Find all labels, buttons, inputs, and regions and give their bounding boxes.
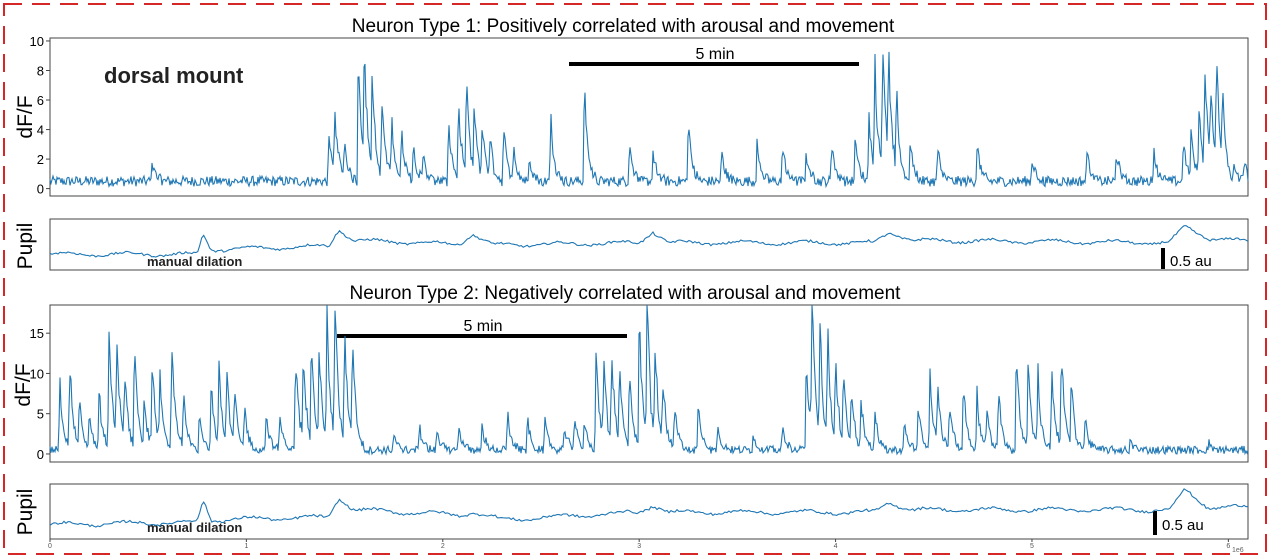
- panel-3-ylabel: dF/F: [12, 363, 35, 406]
- panel-1-scalebar-label: 5 min: [695, 46, 734, 63]
- panel-1-ytick-label: 4: [37, 123, 44, 138]
- panel-neuron-type-1: Neuron Type 1: Positively correlated wit…: [14, 16, 1249, 197]
- panel-3-scalebar-label: 5 min: [463, 318, 502, 335]
- panel-3-ytick-label: 15: [30, 326, 44, 341]
- panel-pupil-2: Pupil manual dilation 0.5 au 0 1 2 3 4 5 6 1e6: [14, 483, 1249, 554]
- panel-1-annotation: dorsal mount: [104, 63, 244, 88]
- panel-1-ylabel: dF/F: [14, 95, 37, 138]
- panel-3-ytick-label: 5: [37, 407, 44, 422]
- outer-dashed-border: [3, 3, 1267, 555]
- panel-1-title: Neuron Type 1: Positively correlated wit…: [352, 16, 895, 37]
- panel-pupil-1: Pupil manual dilation 0.5 au: [14, 218, 1249, 271]
- panel-1-plot-frame: [49, 37, 1249, 197]
- panel-3-title: Neuron Type 2: Negatively correlated wit…: [350, 283, 902, 304]
- panel-4-plot-frame: [49, 483, 1249, 540]
- panel-4-scalebar-label: 0.5 au: [1162, 517, 1204, 534]
- panel-2-ylabel: Pupil: [14, 223, 37, 270]
- panel-3-trace: [49, 304, 1249, 456]
- panel-1-ytick-label: 6: [37, 93, 44, 108]
- panel-1-trace: [49, 51, 1249, 189]
- panel-1-ytick-label: 2: [37, 152, 44, 167]
- panel-neuron-type-2: Neuron Type 2: Negatively correlated wit…: [12, 283, 1249, 463]
- panel-1-ytick-label: 10: [30, 34, 44, 49]
- x-tick-label: 2: [441, 543, 445, 550]
- x-axis-multiplier: 1e6: [1232, 547, 1244, 554]
- panel-2-scalebar-label: 0.5 au: [1170, 253, 1212, 270]
- panel-2-annotation: manual dilation: [147, 254, 242, 269]
- panel-3-plot-frame: [49, 304, 1249, 463]
- x-tick-label: 6: [1226, 543, 1230, 550]
- panel-3-ytick-label: 0: [37, 447, 44, 462]
- panel-4-ylabel: Pupil: [14, 489, 37, 536]
- panel-4-trace: [49, 488, 1249, 528]
- x-tick-label: 4: [834, 543, 838, 550]
- panel-2-trace: [49, 225, 1249, 258]
- panel-3-ytick-label: 10: [30, 366, 44, 381]
- x-tick-label: 5: [1030, 543, 1034, 550]
- panel-1-ytick-label: 8: [37, 63, 44, 78]
- x-tick-label: 0: [48, 543, 52, 550]
- x-tick-label: 3: [637, 543, 641, 550]
- panel-1-ytick-label: 0: [37, 182, 44, 197]
- panel-4-annotation: manual dilation: [147, 520, 242, 535]
- panel-2-plot-frame: [49, 218, 1249, 271]
- x-tick-label: 1: [244, 543, 248, 550]
